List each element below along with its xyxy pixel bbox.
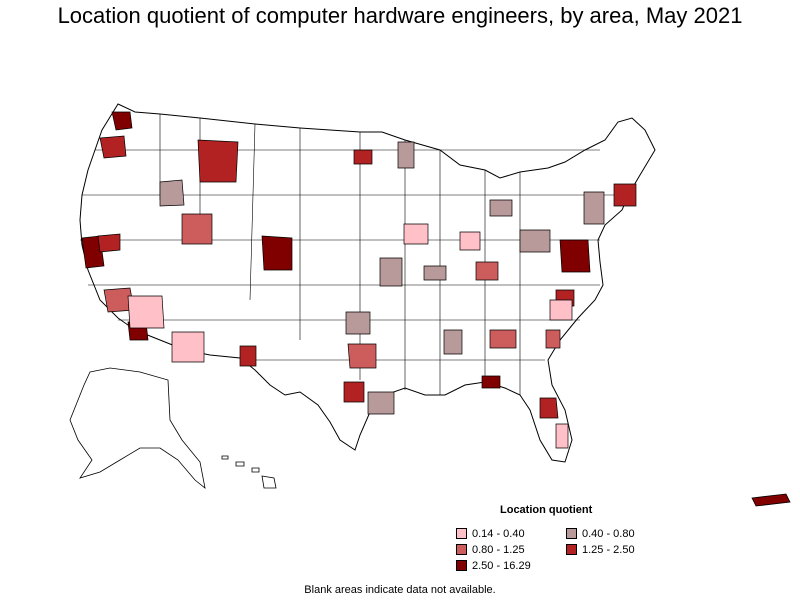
area-florida-east (539, 397, 559, 419)
legend-swatch-4 (456, 560, 467, 571)
area-sf-bay (81, 235, 105, 269)
hawaii-islands (221, 455, 277, 489)
legend-label-0: 0.14 - 0.40 (472, 527, 525, 540)
puerto-rico (751, 493, 791, 507)
legend-item-4: 2.50 - 16.29 (456, 559, 566, 572)
area-wisconsin (397, 141, 415, 169)
area-florida-south (555, 423, 569, 449)
area-minnesota (353, 149, 373, 165)
area-gulf (481, 375, 501, 389)
area-ohio (475, 261, 499, 281)
area-sacramento (97, 233, 121, 253)
alaska-outline (69, 367, 206, 489)
legend-item-0: 0.14 - 0.40 (456, 527, 566, 540)
legend-swatch-1 (566, 528, 577, 539)
legend-item-3: 1.25 - 2.50 (566, 543, 676, 556)
legend-grid: 0.14 - 0.40 0.40 - 0.80 0.80 - 1.25 1.25… (456, 527, 676, 572)
legend: Location quotient 0.14 - 0.40 0.40 - 0.8… (456, 504, 676, 572)
legend-swatch-3 (566, 544, 577, 555)
map-title: Location quotient of computer hardware e… (57, 3, 743, 28)
area-tennessee (443, 329, 463, 355)
area-houston (367, 391, 395, 415)
area-new-york (583, 191, 605, 225)
area-salt-lake (181, 213, 213, 245)
area-austin (343, 381, 365, 403)
area-montana (197, 139, 239, 183)
area-pennsylvania (519, 229, 551, 253)
area-kansas (379, 257, 403, 287)
area-oklahoma (345, 311, 371, 335)
area-indiana (459, 231, 481, 251)
area-tucson (171, 331, 205, 363)
area-portland (99, 135, 127, 159)
legend-label-1: 0.40 - 0.80 (582, 527, 635, 540)
area-boston (613, 183, 637, 207)
area-phoenix (127, 295, 165, 329)
legend-item-2: 0.80 - 1.25 (456, 543, 566, 556)
legend-label-2: 0.80 - 1.25 (472, 543, 525, 556)
legend-swatch-0 (456, 528, 467, 539)
legend-title: Location quotient (500, 504, 593, 516)
legend-item-1: 0.40 - 0.80 (566, 527, 676, 540)
area-illinois (403, 223, 429, 245)
area-seattle (111, 111, 133, 131)
area-georgia (545, 329, 561, 349)
area-boise (159, 179, 185, 207)
legend-label-3: 1.25 - 2.50 (582, 543, 635, 556)
area-nc (549, 299, 573, 321)
area-new-mexico (239, 345, 257, 367)
area-texas-dfw (347, 343, 377, 369)
colored-areas (81, 111, 637, 449)
legend-swatch-2 (456, 544, 467, 555)
area-alabama (489, 329, 517, 349)
area-boundaries (80, 114, 630, 395)
area-missouri (423, 265, 447, 281)
area-colorado (261, 235, 293, 271)
area-dc-md (559, 239, 591, 273)
legend-label-4: 2.50 - 16.29 (472, 559, 531, 572)
area-michigan (489, 199, 513, 217)
footnote: Blank areas indicate data not available. (304, 584, 496, 596)
